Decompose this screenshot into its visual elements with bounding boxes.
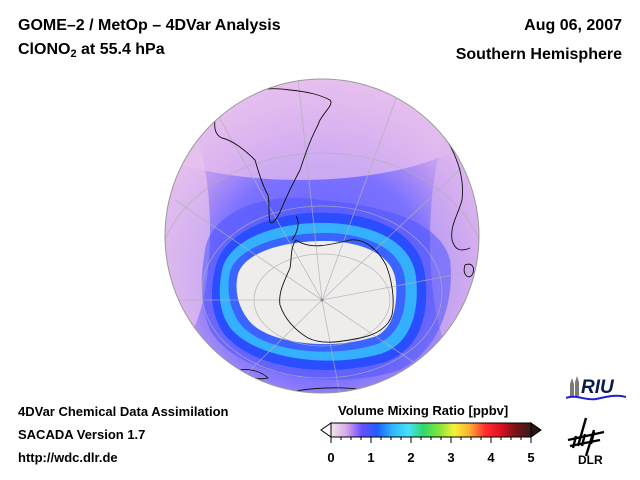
riu-logo: RIU: [565, 372, 627, 402]
colorbar-bar: [330, 422, 532, 438]
riu-logo-text: RIU: [581, 377, 615, 398]
low-value-belt-north: [165, 79, 479, 180]
species-name: ClONO: [18, 41, 71, 58]
plot-title: GOME–2 / MetOp – 4DVar Analysis: [18, 17, 281, 34]
colorbar: [320, 422, 542, 443]
colorbar-tick-marks: [330, 437, 532, 443]
low-value-belt-west: [165, 120, 210, 340]
south-pole-marker: [320, 298, 324, 302]
colorbar-tick-label: 1: [367, 450, 375, 465]
species-subscript: 2: [70, 48, 77, 60]
globe-data-field: [165, 79, 479, 393]
dlr-logo: DLR: [564, 416, 610, 467]
vortex-core-depleted: [236, 240, 397, 345]
analysis-date: Aug 06, 2007: [524, 17, 622, 34]
colorbar-title: Volume Mixing Ratio [ppbv]: [338, 403, 509, 418]
hemisphere-label: Southern Hemisphere: [455, 46, 622, 63]
colorbar-tick-label: 3: [447, 450, 455, 465]
africa-coast: [439, 129, 471, 251]
footer-url[interactable]: http://wdc.dlr.de: [18, 450, 118, 465]
dlr-logo-graphic: DLR: [567, 417, 605, 467]
globe-outline: [164, 78, 480, 394]
coastlines: [214, 88, 475, 393]
riu-logo-graphic: RIU: [565, 376, 627, 401]
colorbar-tick-label: 5: [527, 450, 535, 465]
footer-version: SACADA Version 1.7: [18, 427, 146, 442]
pressure-level: at 55.4 hPa: [76, 41, 165, 58]
river-wave-icon: [565, 394, 627, 401]
south-america-coast: [214, 88, 332, 224]
colorbar-lower-extend-arrow: [320, 422, 332, 438]
colorbar-upper-extend-arrow: [530, 422, 542, 438]
cathedral-icon: [570, 376, 579, 396]
species-level-title: ClONO2 at 55.4 hPa: [18, 41, 165, 60]
colorbar-tick-label: 2: [407, 450, 415, 465]
antarctica-coast: [279, 215, 394, 343]
footer-system-name: 4DVar Chemical Data Assimilation: [18, 404, 229, 419]
dlr-logo-text: DLR: [578, 453, 603, 466]
colorbar-tick-label: 4: [487, 450, 495, 465]
madagascar-coast: [463, 263, 475, 278]
colorbar-tick-label: 0: [327, 450, 335, 465]
dlr-aircraft-icon: [567, 417, 605, 457]
